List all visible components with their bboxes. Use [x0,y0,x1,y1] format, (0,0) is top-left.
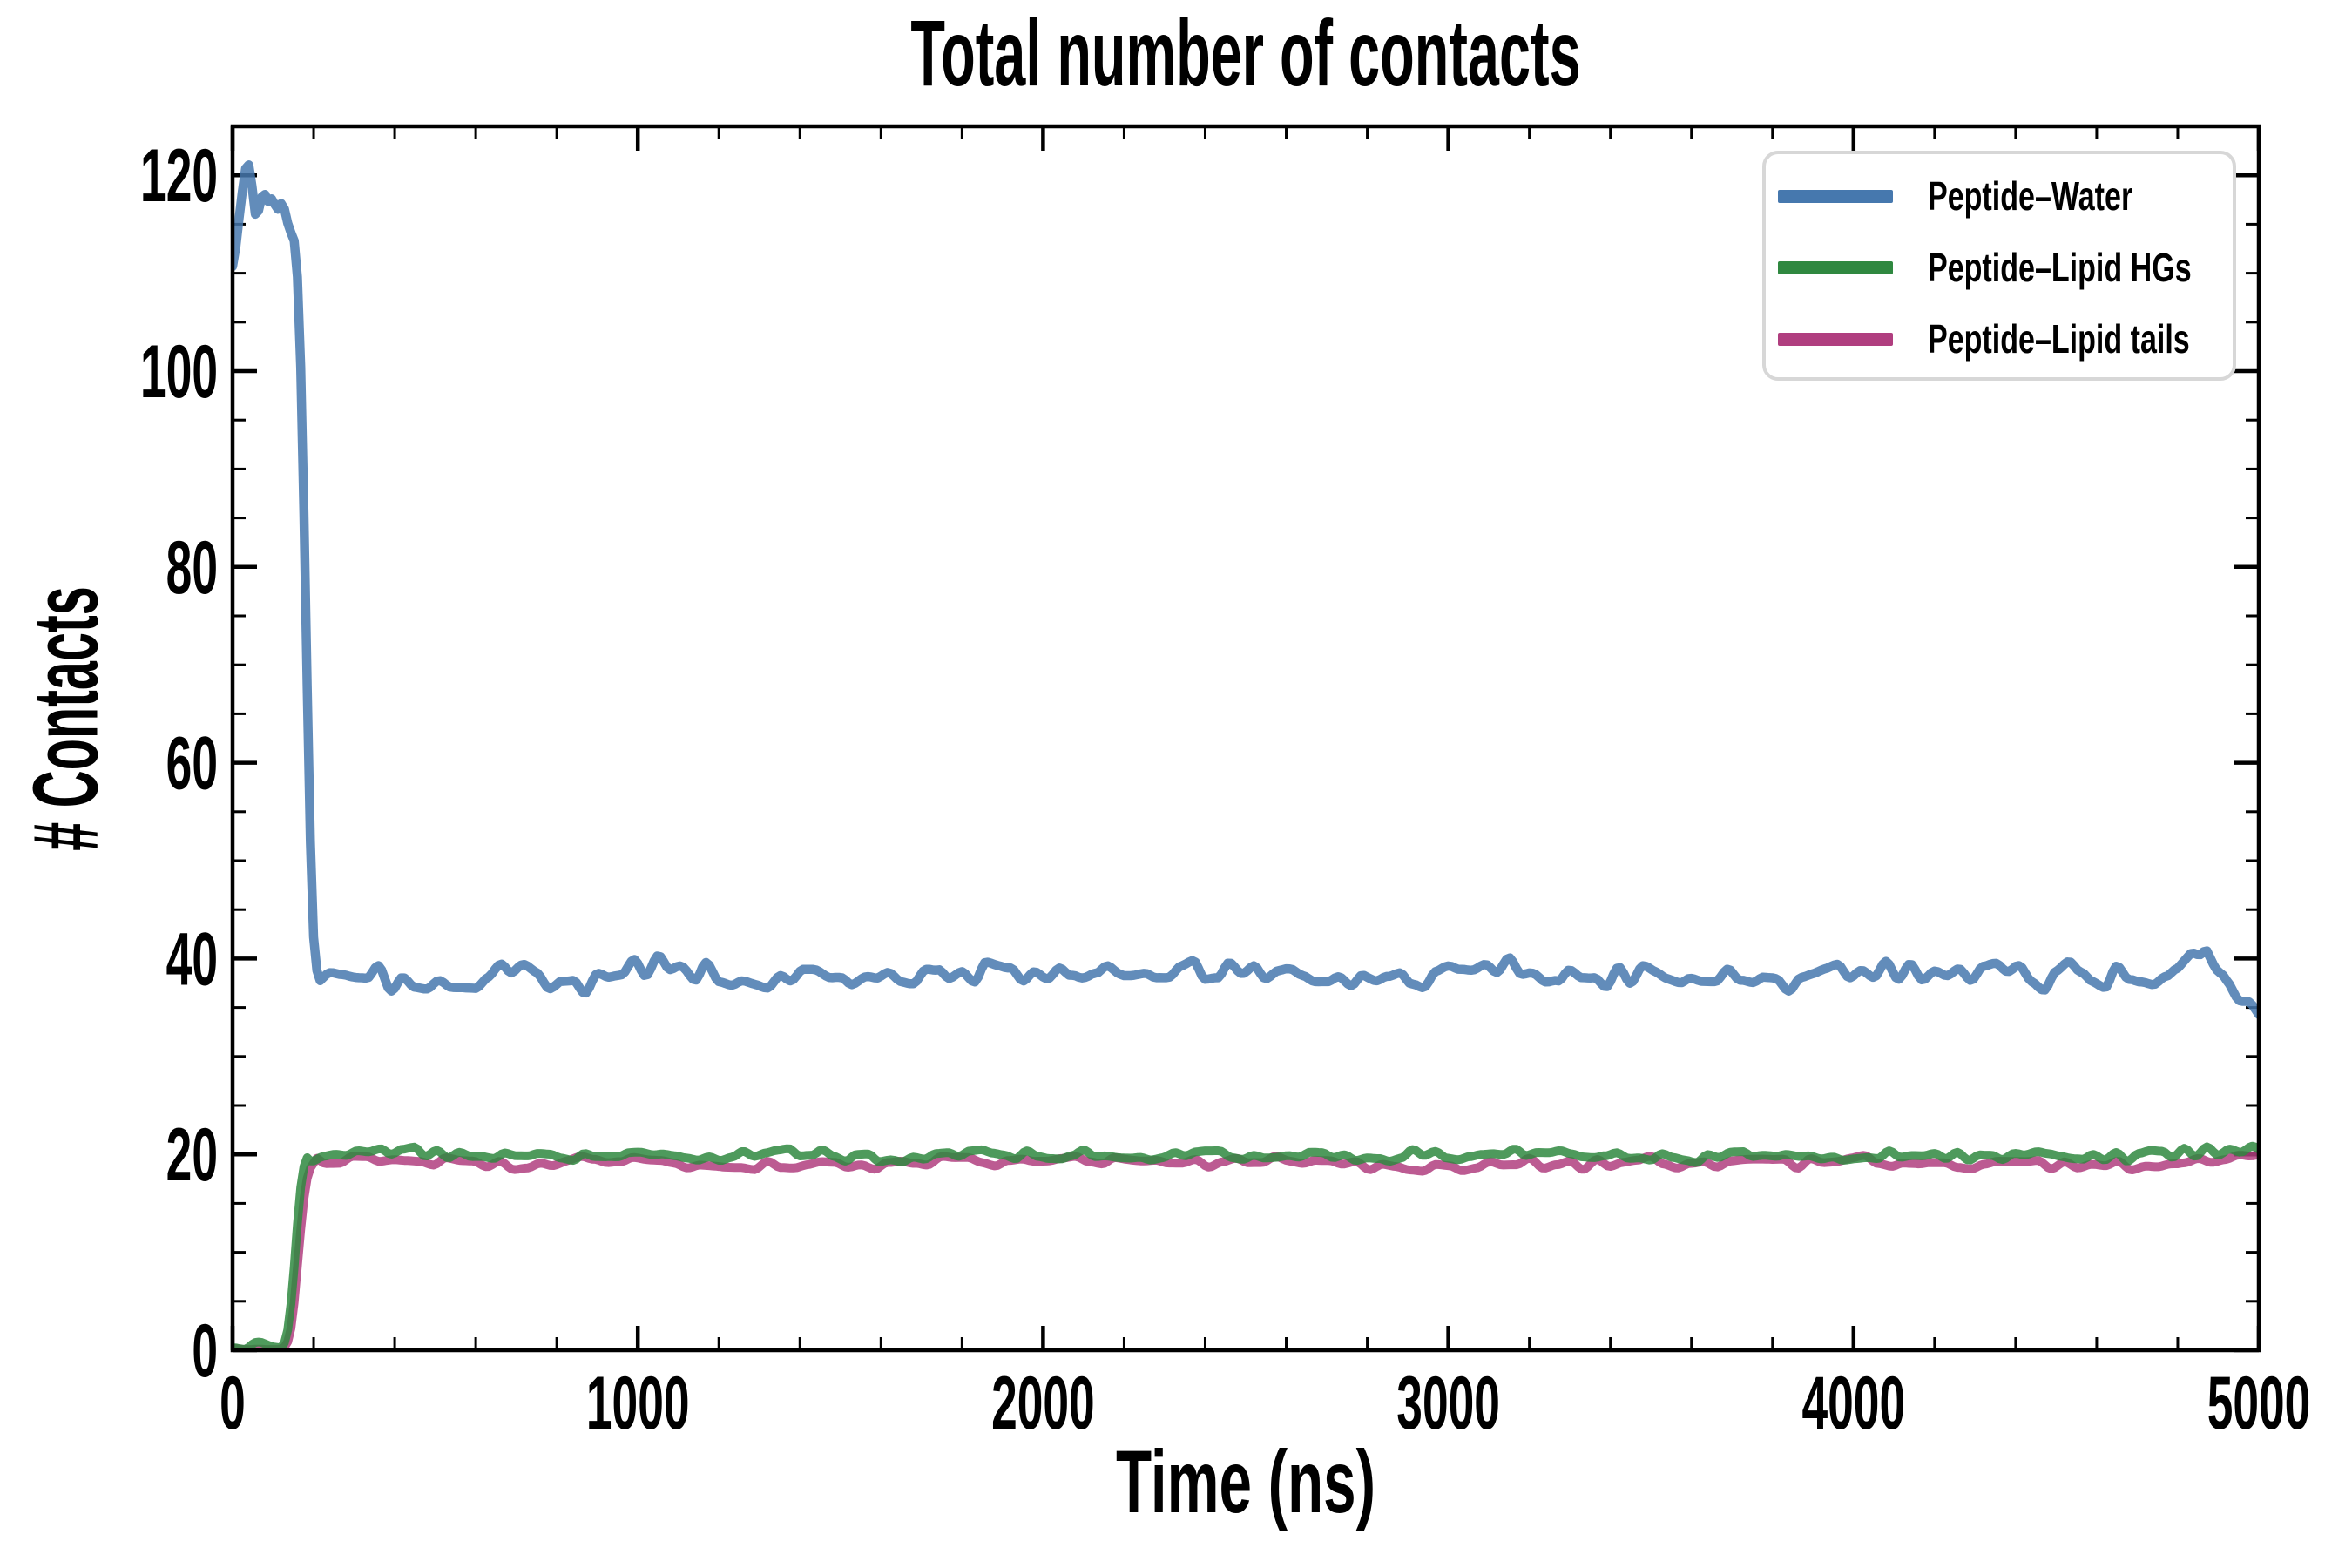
y-tick-label: 100 [140,330,218,414]
legend-label: Peptide–Lipid HGs [1928,245,2192,290]
series-line-peptide-lipid-hgs [233,1141,2259,1350]
axis-ticks [230,125,2261,1353]
legend-swatch-peptide-lipid-tails [1778,332,1893,346]
legend-label: Peptide–Lipid tails [1928,316,2190,362]
series-line-peptide-lipid-tails [233,1150,2259,1350]
y-tick-label: 40 [166,917,218,1001]
legend-entry-peptide-lipid-tails: Peptide–Lipid tails [1766,303,2233,375]
series-lines [233,160,2259,1350]
y-tick-label: 0 [192,1309,218,1393]
y-tick-label: 80 [166,526,218,610]
legend-entry-peptide-water: Peptide–Water [1766,160,2233,232]
x-tick-label: 4000 [1801,1362,1905,1445]
chart-title: Total number of contacts [910,0,1581,105]
x-tick-label: 2000 [991,1362,1095,1445]
series-line-peptide-water [233,160,2259,1019]
tick-labels: 0 1000 2000 3000 4000 5000 0 20 40 60 80 100 120 [140,134,2310,1445]
legend-label: Peptide–Water [1928,173,2133,219]
x-tick-label: 5000 [2207,1362,2311,1445]
y-tick-label: 20 [166,1113,218,1197]
y-tick-label: 120 [140,134,218,218]
x-tick-label: 0 [220,1362,246,1445]
y-tick-label: 60 [166,722,218,806]
x-axis-label: Time (ns) [1115,1432,1376,1531]
legend: Peptide–Water Peptide–Lipid HGs Peptide–… [1762,151,2236,381]
legend-entry-peptide-lipid-hgs: Peptide–Lipid HGs [1766,232,2233,303]
x-tick-label: 1000 [586,1362,690,1445]
axes-spines [230,124,2261,1353]
legend-swatch-peptide-water [1778,189,1893,203]
legend-swatch-peptide-lipid-hgs [1778,260,1893,274]
x-tick-label: 3000 [1396,1362,1500,1445]
